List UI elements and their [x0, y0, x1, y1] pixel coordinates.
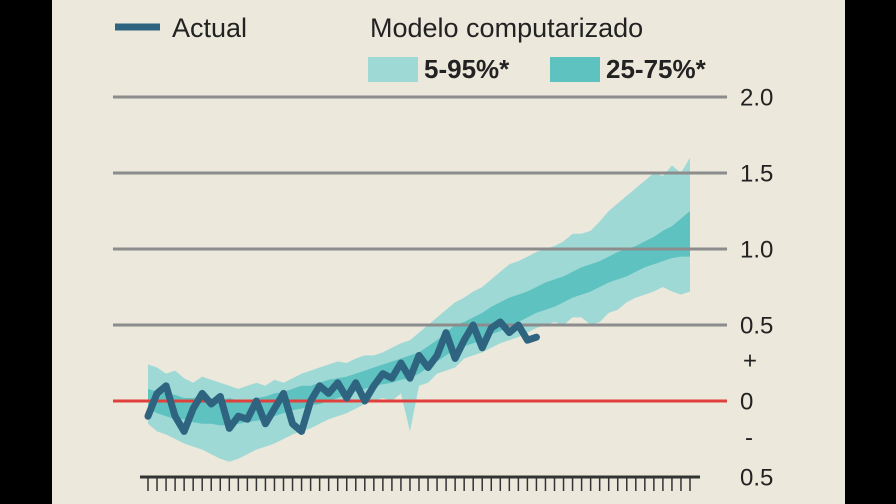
legend-label: Actual — [172, 13, 247, 43]
y-tick-label: 0.5 — [740, 312, 773, 339]
legend-title: Modelo computarizado — [370, 13, 643, 43]
legend-label: 25-75%* — [606, 54, 707, 84]
legend-swatch — [368, 57, 418, 82]
legend-swatch — [550, 57, 600, 82]
y-tick-label: 1.5 — [740, 160, 773, 187]
band-area — [148, 157, 690, 462]
y-tick-label: 0.5 — [740, 464, 773, 491]
annotation: - — [745, 424, 753, 451]
y-tick-label: 0 — [740, 388, 753, 415]
y-tick-label: 2.0 — [740, 84, 773, 111]
y-tick-label: 1.0 — [740, 236, 773, 263]
annotation: + — [743, 347, 757, 374]
legend-label: 5-95%* — [424, 54, 510, 84]
band-area — [148, 211, 690, 426]
actual-line — [144, 318, 540, 435]
